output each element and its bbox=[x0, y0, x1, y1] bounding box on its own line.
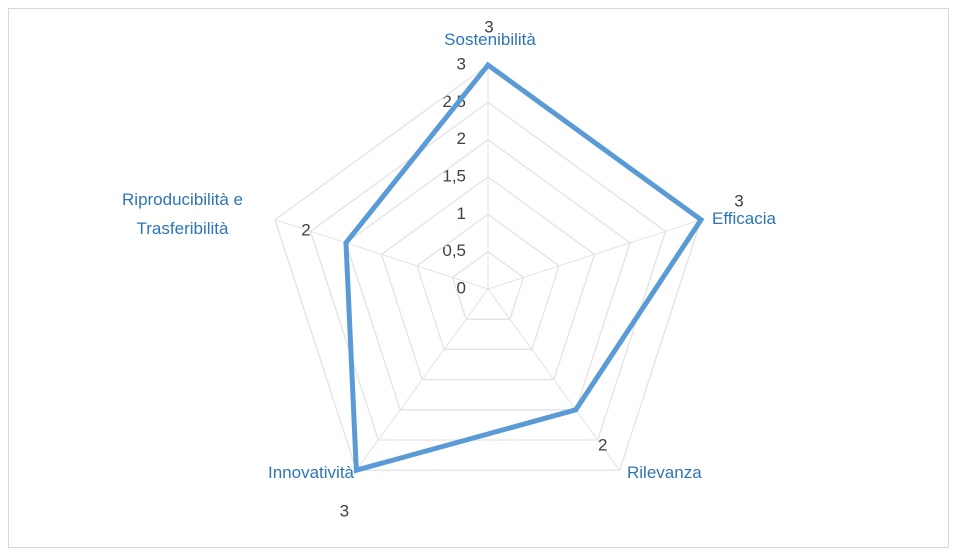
data-label: 2 bbox=[598, 435, 607, 454]
grid-line bbox=[451, 250, 525, 320]
axis-spoke bbox=[487, 288, 621, 471]
category-label: Sostenibilità bbox=[444, 30, 536, 49]
y-tick-label: 1,5 bbox=[442, 166, 466, 185]
grid-line bbox=[416, 213, 560, 351]
series-line bbox=[343, 61, 705, 474]
category-label: Efficacia bbox=[712, 209, 776, 228]
grid-line bbox=[345, 138, 631, 411]
y-tick-label: 2 bbox=[457, 129, 466, 148]
data-label: 3 bbox=[734, 191, 743, 210]
data-label: 2 bbox=[301, 220, 310, 239]
y-tick-label: 3 bbox=[457, 54, 466, 73]
data-label: 3 bbox=[484, 17, 493, 36]
axis-spoke bbox=[487, 219, 702, 290]
y-tick-label: 0,5 bbox=[442, 241, 466, 260]
category-label: Innovatività bbox=[268, 463, 354, 482]
category-label: Riproducibilità e Trasferibilità bbox=[122, 190, 243, 238]
y-tick-label: 0 bbox=[457, 278, 466, 297]
y-tick-label: 1 bbox=[457, 204, 466, 223]
grid-line bbox=[309, 101, 667, 441]
category-label: Rilevanza bbox=[627, 463, 702, 482]
axis-spoke bbox=[274, 219, 489, 290]
data-label: 3 bbox=[340, 502, 349, 521]
chart-border bbox=[8, 8, 949, 548]
axis-spoke bbox=[355, 288, 489, 471]
grid-line bbox=[380, 176, 596, 381]
